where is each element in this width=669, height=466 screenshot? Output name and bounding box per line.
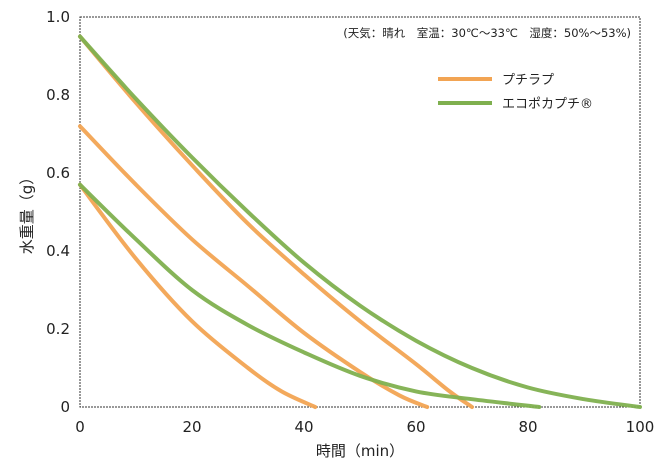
- series-line-4: [78, 34, 642, 409]
- y-tick-label: 0.4: [46, 242, 70, 260]
- x-axis-title: 時間（min）: [316, 442, 404, 460]
- y-tick-label: 1.0: [46, 8, 70, 26]
- annotation-text: (天気：晴れ 室温：30℃～33℃ 湿度：50%～53%): [343, 26, 631, 40]
- x-tick-label: 100: [626, 418, 655, 436]
- y-tick-label: 0.2: [46, 320, 70, 338]
- series-line-1: [78, 34, 474, 409]
- legend-label-ecopokapuchi: エコポカプチ®: [502, 97, 593, 112]
- x-tick-label: 60: [406, 418, 425, 436]
- y-tick-label: 0.6: [46, 164, 70, 182]
- x-tick-label: 0: [75, 418, 85, 436]
- series-line-3: [78, 182, 318, 409]
- legend-label-puchirapu: プチラプ: [502, 73, 554, 88]
- x-tick-label: 40: [294, 418, 313, 436]
- y-tick-label: 0: [60, 398, 70, 416]
- tick-layer: 0 20 40 60 80 100 0 0.2 0.4 0.6 0.8 1.0: [46, 8, 654, 436]
- series-layer: [78, 34, 642, 409]
- x-tick-label: 80: [518, 418, 537, 436]
- series-line-5: [78, 182, 542, 409]
- plot-area-frame: [79, 16, 641, 408]
- series-line-2: [78, 124, 430, 409]
- y-tick-label: 0.8: [46, 86, 70, 104]
- x-tick-label: 20: [182, 418, 201, 436]
- y-axis-title: 水重量（g）: [18, 170, 36, 255]
- legend: プチラプ エコポカプチ®: [438, 73, 593, 112]
